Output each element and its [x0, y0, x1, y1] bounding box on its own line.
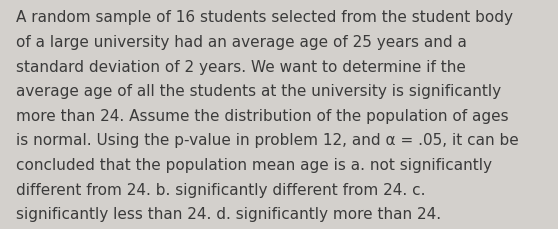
Text: different from 24. b. significantly different from 24. c.: different from 24. b. significantly diff…	[16, 182, 425, 197]
Text: average age of all the students at the university is significantly: average age of all the students at the u…	[16, 84, 501, 99]
Text: more than 24. Assume the distribution of the population of ages: more than 24. Assume the distribution of…	[16, 108, 508, 123]
Text: concluded that the population mean age is a. not significantly: concluded that the population mean age i…	[16, 157, 492, 172]
Text: A random sample of 16 students selected from the student body: A random sample of 16 students selected …	[16, 10, 513, 25]
Text: significantly less than 24. d. significantly more than 24.: significantly less than 24. d. significa…	[16, 206, 441, 221]
Text: of a large university had an average age of 25 years and a: of a large university had an average age…	[16, 35, 466, 50]
Text: standard deviation of 2 years. We want to determine if the: standard deviation of 2 years. We want t…	[16, 59, 465, 74]
Text: is normal. Using the p-value in problem 12, and α = .05, it can be: is normal. Using the p-value in problem …	[16, 133, 518, 148]
